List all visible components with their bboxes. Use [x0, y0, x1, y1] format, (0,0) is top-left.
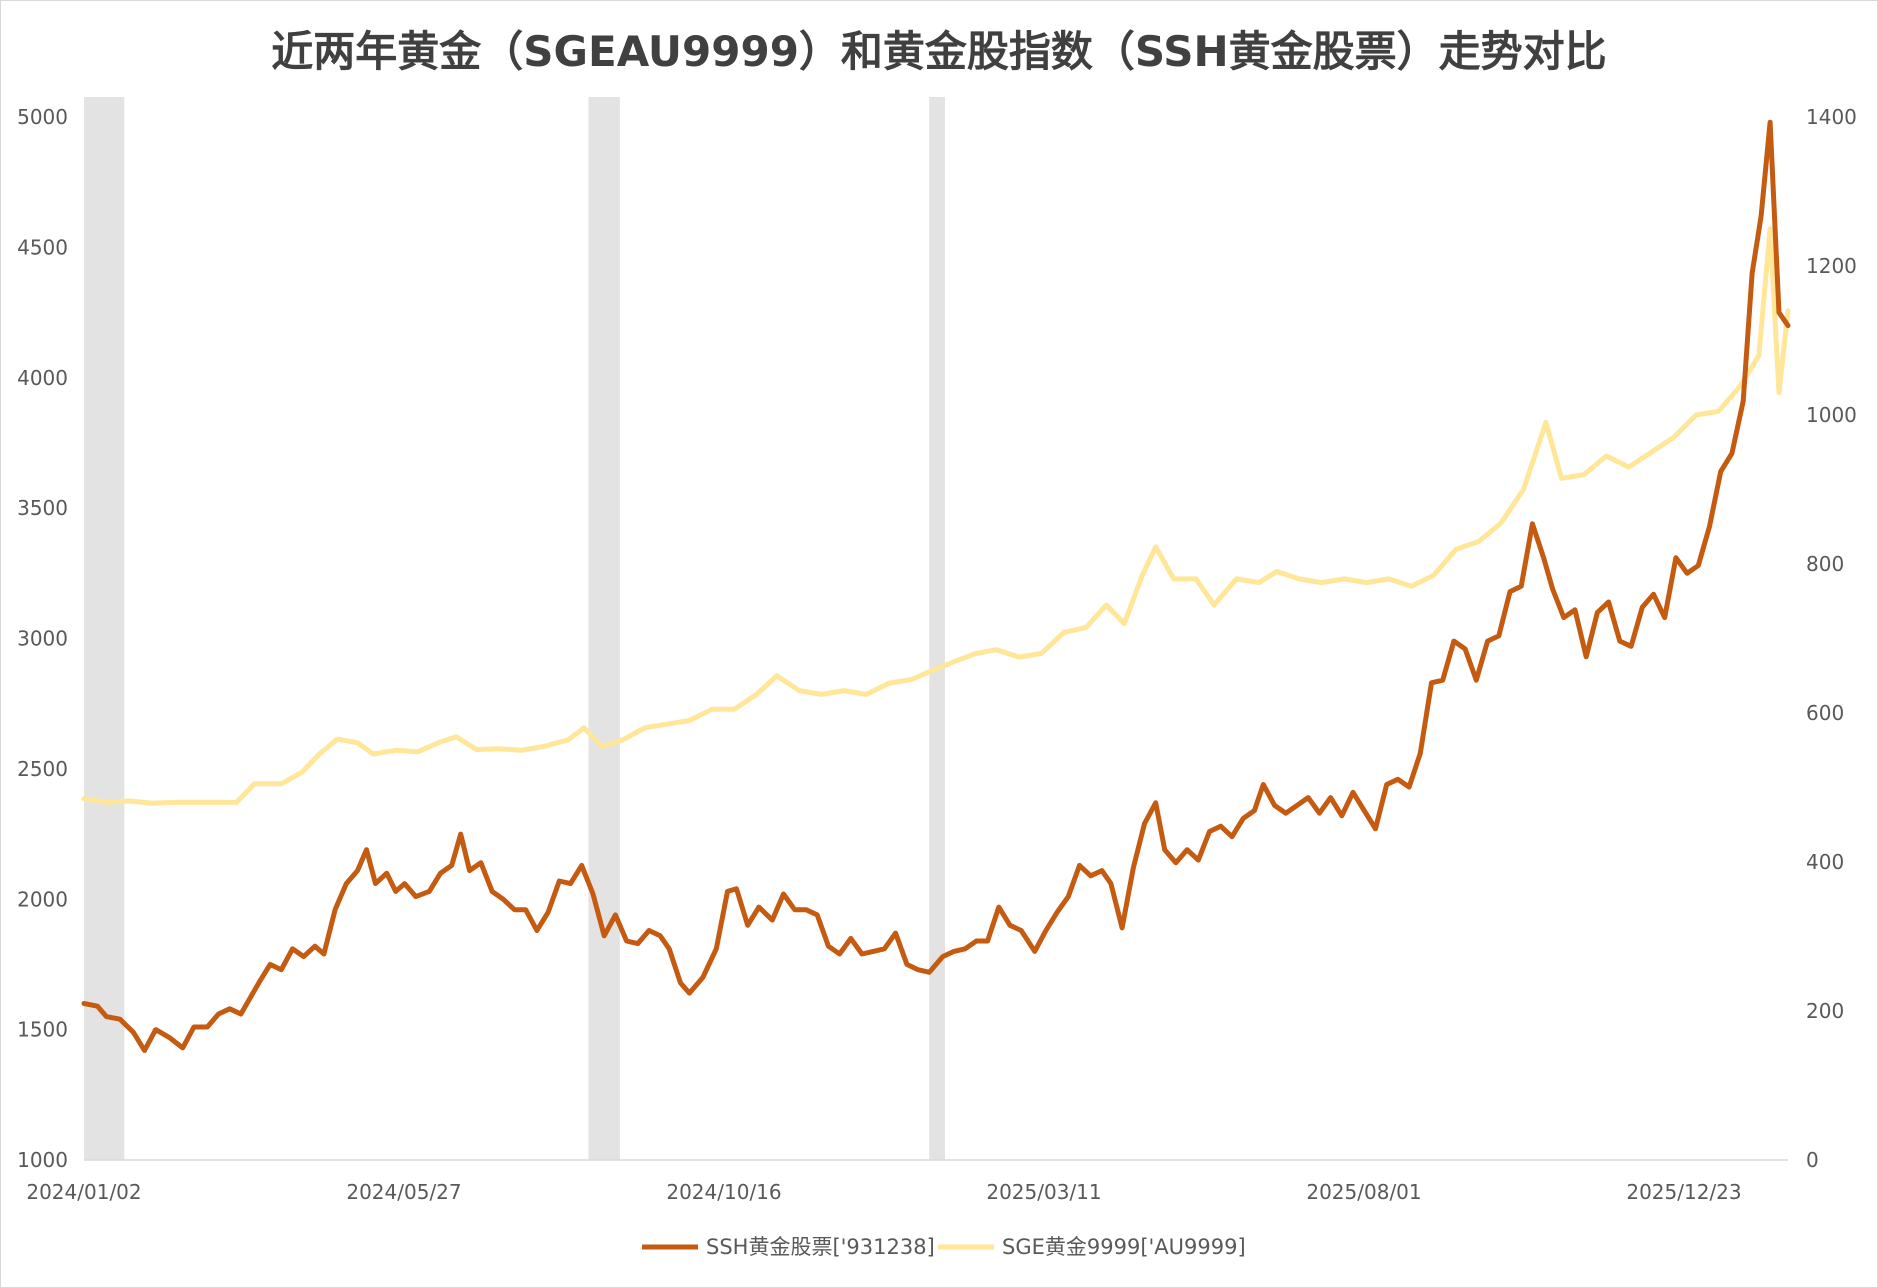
x-tick-label: 2025/08/01 — [1306, 1180, 1421, 1204]
left-tick-label: 2500 — [17, 757, 68, 781]
right-tick-label: 800 — [1806, 552, 1844, 576]
right-tick-label: 1200 — [1806, 254, 1857, 278]
x-tick-label: 2025/12/23 — [1626, 1180, 1741, 1204]
right-tick-label: 600 — [1806, 701, 1844, 725]
series-line-2 — [81, 226, 1791, 806]
shaded-period-3 — [929, 97, 945, 1160]
x-tick-label: 2024/05/27 — [346, 1180, 461, 1204]
series-line-1 — [81, 119, 1791, 1053]
left-tick-label: 5000 — [17, 105, 68, 129]
legend: SSH黄金股票['931238] SGE黄金9999['AU9999] — [642, 1235, 1246, 1259]
left-axis: 1000 1500 2000 2500 3000 3500 4000 4500 5000 — [17, 105, 68, 1172]
shaded-periods — [84, 97, 945, 1160]
left-tick-label: 4000 — [17, 366, 68, 390]
right-tick-label: 1000 — [1806, 403, 1857, 427]
left-tick-label: 3500 — [17, 496, 68, 520]
left-tick-label: 1500 — [17, 1018, 68, 1042]
x-tick-label: 2024/10/16 — [666, 1180, 781, 1204]
left-tick-label: 1000 — [17, 1148, 68, 1172]
right-tick-label: 0 — [1806, 1148, 1819, 1172]
left-tick-label: 3000 — [17, 627, 68, 651]
x-axis: 2024/01/02 2024/05/27 2024/10/16 2025/03/11… — [26, 1180, 1741, 1204]
right-axis: 0 200 400 600 800 1000 1200 1400 — [1806, 105, 1857, 1172]
right-tick-label: 400 — [1806, 850, 1844, 874]
right-tick-label: 1400 — [1806, 105, 1857, 129]
legend-label-1: SSH黄金股票['931238] — [706, 1235, 935, 1259]
x-tick-label: 2024/01/02 — [26, 1180, 141, 1204]
right-tick-label: 200 — [1806, 999, 1844, 1023]
legend-label-2: SGE黄金9999['AU9999] — [1002, 1235, 1246, 1259]
left-tick-label: 4500 — [17, 235, 68, 259]
series-lines — [81, 119, 1791, 1053]
left-tick-label: 2000 — [17, 887, 68, 911]
x-tick-label: 2025/03/11 — [986, 1180, 1101, 1204]
shaded-period-2 — [588, 97, 620, 1160]
chart-title: 近两年黄金（SGEAU9999）和黄金股指数（SSH黄金股票）走势对比 — [271, 27, 1606, 76]
shaded-period-1 — [84, 97, 125, 1160]
